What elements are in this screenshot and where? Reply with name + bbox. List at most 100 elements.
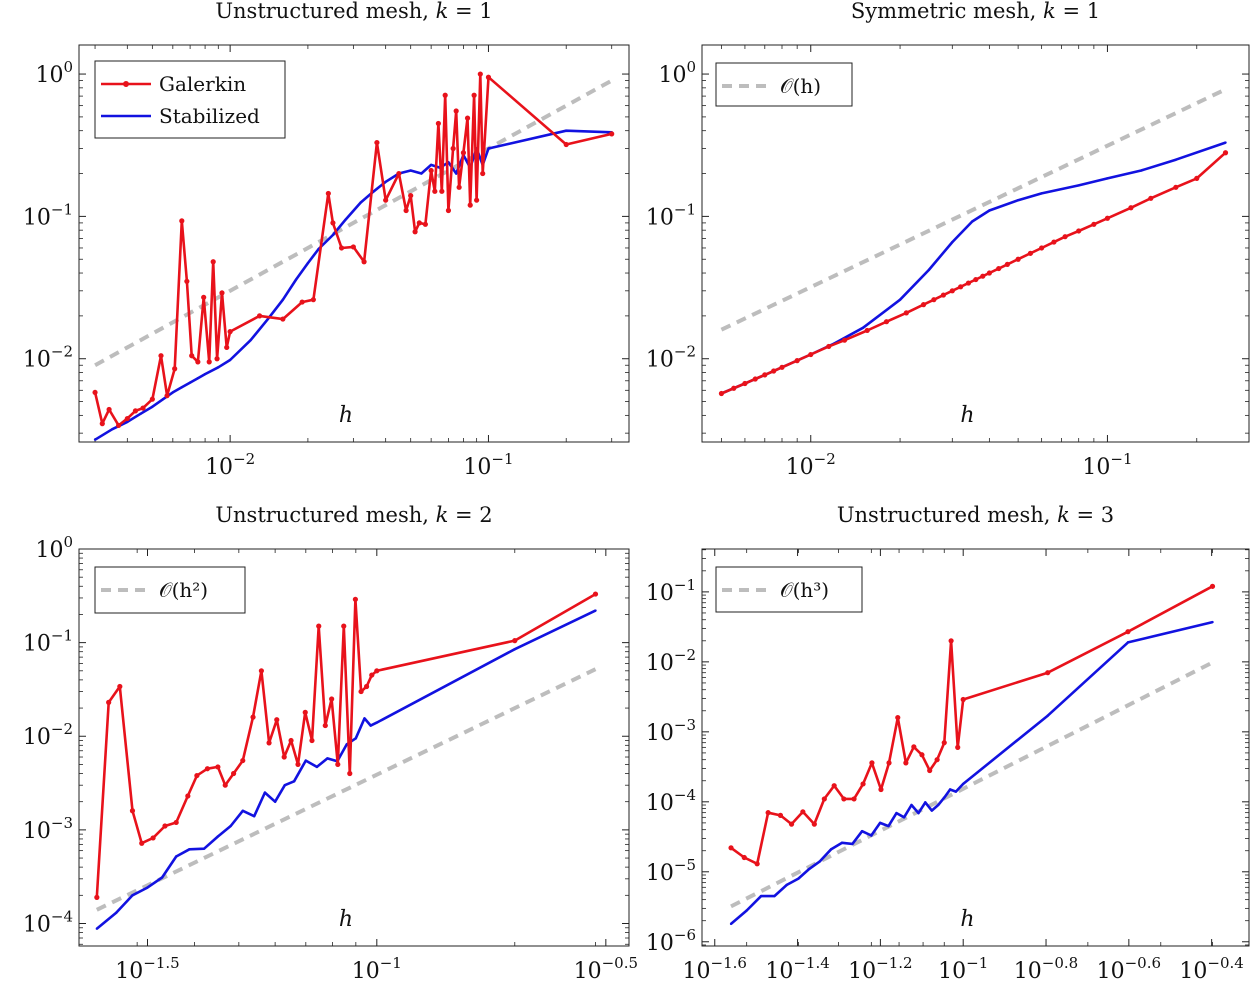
stabilized-point [216,835,220,838]
stabilized-point [951,240,954,244]
stabilized-point [126,420,129,424]
galerkin-point [919,752,925,758]
x-tick-label: 10−0.8 [1014,954,1078,984]
galerkin-point [779,364,785,370]
galerkin-point [864,327,870,334]
galerkin-series-line [720,151,1227,395]
stabilized-point [331,233,335,237]
galerkin-point [309,737,315,744]
tick-exponent: −1 [966,954,988,972]
tick-base: 10 [23,725,51,750]
tick-exponent: −1.6 [711,954,747,972]
tick-base: 10 [658,63,686,88]
galerkin-point [442,92,448,98]
stabilized-point [818,860,821,863]
galerkin-point [219,290,225,296]
galerkin-point [230,770,237,777]
galerkin-point [361,259,367,265]
stabilized-point [1040,192,1043,195]
galerkin-point [204,766,211,772]
y-tick-label: 10−1 [23,627,73,657]
stabilized-point [1224,141,1227,144]
tick-exponent: −1 [674,576,696,594]
stabilized-point [326,757,329,760]
galerkin-point [949,288,955,294]
stabilized-point [970,220,974,223]
stabilized-point [228,358,232,362]
galerkin-point [347,770,353,777]
tick-exponent: −0.4 [1207,954,1243,972]
galerkin-point [960,696,966,703]
stabilized-point [988,209,991,212]
galerkin-point [948,638,954,644]
stabilized-point [729,922,733,926]
tick-exponent: −1.4 [793,954,829,972]
y-tick-label: 10−4 [23,907,73,937]
galerkin-point [358,688,364,695]
stabilized-point [304,759,308,762]
galerkin-point [149,396,155,402]
stabilized-point [943,796,946,799]
galerkin-point [742,380,748,387]
stabilized-point [1126,641,1130,644]
galerkin-point [201,294,207,300]
galerkin-point [408,192,414,199]
galerkin-point [439,188,445,194]
galerkin-point [179,218,185,224]
legend-label: 𝒪(h²) [159,578,208,602]
stabilized-point [1106,177,1109,180]
galerkin-point [512,638,518,644]
galerkin-point [1148,195,1154,201]
chart-title: Symmetric mesh, k = 1 [851,0,1100,23]
stabilized-point [145,886,149,890]
tick-base: 10 [646,581,674,606]
stabilized-point [887,824,890,828]
reference-line [730,660,1214,909]
galerkin-point [224,344,230,351]
tick-exponent: −2 [674,646,696,664]
tick-base: 10 [765,959,793,984]
y-tick-label: 100 [35,533,73,563]
stabilized-point [861,326,865,329]
chart-title-text: Unstructured mesh, [215,0,435,23]
galerkin-point [274,717,280,723]
galerkin-point [422,221,428,227]
galerkin-point [841,796,847,802]
stabilized-point [954,790,958,793]
stabilized-point [902,816,906,819]
galerkin-point [1128,205,1134,211]
tick-exponent: −2 [51,720,73,738]
reference-line [95,667,597,912]
galerkin-point [940,292,947,298]
stabilized-point [851,842,854,846]
reference-line [94,78,613,367]
stabilized-point [263,791,267,794]
stabilized-point [961,782,965,786]
tick-exponent: −6 [674,926,696,944]
tick-base: 10 [23,912,51,937]
stabilized-point [363,717,366,720]
reference-line [720,87,1227,332]
galerkin-point [310,297,316,303]
galerkin-point [1004,261,1010,267]
galerkin-point [771,368,777,374]
galerkin-point [903,760,909,766]
legend-box [94,60,286,139]
galerkin-point [464,115,471,121]
tick-exponent: −1 [51,200,73,218]
stabilized-point [203,372,207,376]
galerkin-series-line [730,585,1214,866]
tick-exponent: −1 [51,627,73,645]
legend-box [715,62,853,107]
galerkin-point [195,359,201,365]
galerkin-point [129,808,136,814]
galerkin-point [383,197,389,203]
stabilized-point [188,848,191,851]
tick-exponent: −1.5 [143,954,179,972]
galerkin-point [162,823,168,829]
galerkin-point [485,74,492,80]
legend-marker [123,81,129,87]
galerkin-point [288,737,294,744]
galerkin-point [445,207,452,214]
